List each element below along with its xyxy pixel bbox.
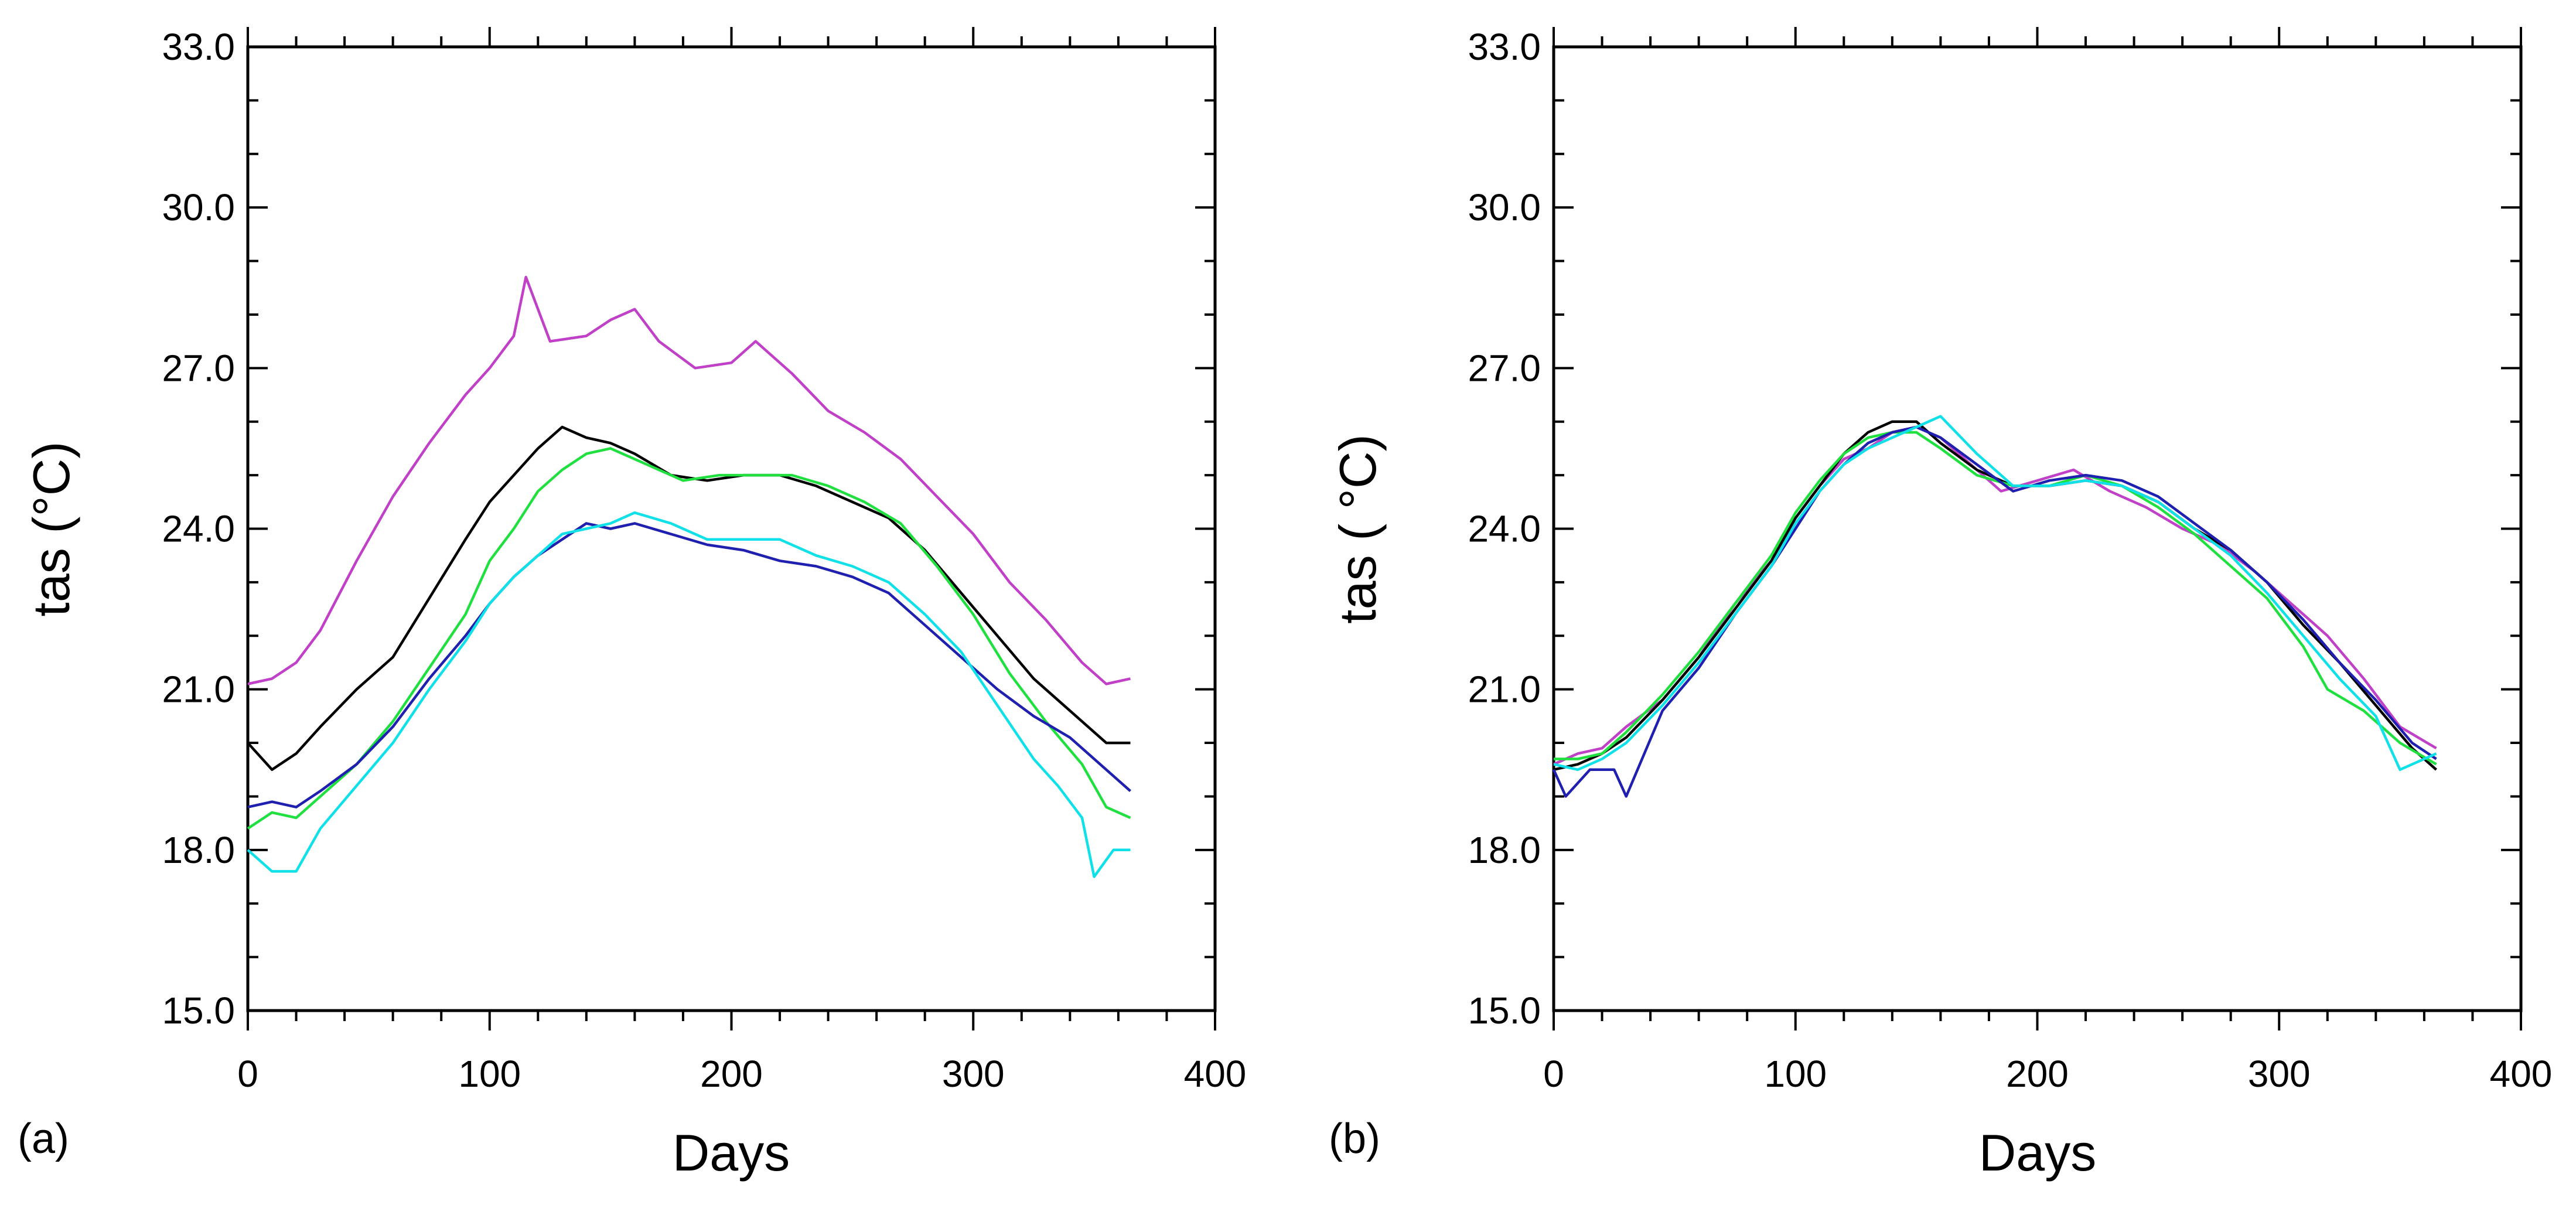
series-line-black [1553, 420, 2437, 771]
plot-frame [246, 45, 1217, 1012]
x-axis-label: Days [673, 1124, 790, 1182]
x-axis-label: Days [1979, 1124, 2097, 1182]
y-tick-label: 21.0 [162, 668, 235, 711]
chart-panel-b: 15.0 18.0 21.0 24.0 27.0 30.0 33.0 0 100 200 300 4… [1329, 26, 2552, 1182]
series-line-cyan [247, 511, 1131, 878]
series-line-navy [1552, 425, 2437, 798]
x-tick-label: 0 [1543, 1053, 1564, 1095]
x-tick-label: 300 [942, 1053, 1005, 1095]
x-tick-label: 400 [2490, 1053, 2553, 1095]
y-tick-label: 27.0 [162, 347, 235, 389]
panel-label: (b) [1329, 1115, 1380, 1162]
data-series [247, 275, 1131, 878]
y-axis-label: tas ( °C) [1329, 434, 1387, 624]
x-tick-label: 200 [700, 1053, 763, 1095]
tick-marks [247, 27, 1216, 1030]
y-tick-label: 15.0 [1468, 989, 1541, 1032]
y-tick-labels: 15.0 18.0 21.0 24.0 27.0 30.0 33.0 [1468, 26, 1541, 1032]
series-line-green [247, 447, 1131, 830]
x-tick-labels: 0 100 200 300 400 [1543, 1053, 2552, 1095]
y-tick-label: 24.0 [1468, 508, 1541, 550]
y-tick-label: 18.0 [1468, 829, 1541, 871]
y-tick-label: 30.0 [162, 186, 235, 228]
panel-label: (a) [18, 1115, 69, 1162]
y-tick-label: 33.0 [162, 26, 235, 68]
y-tick-labels: 15.0 18.0 21.0 24.0 27.0 30.0 33.0 [162, 26, 235, 1032]
y-tick-label: 18.0 [162, 829, 235, 871]
series-line-magenta [247, 275, 1131, 685]
x-tick-label: 100 [1764, 1053, 1827, 1095]
plot-frame [1552, 45, 2523, 1012]
x-tick-labels: 0 100 200 300 400 [237, 1053, 1246, 1095]
x-tick-label: 100 [458, 1053, 521, 1095]
series-line-green [1554, 431, 2437, 766]
y-tick-label: 27.0 [1468, 347, 1541, 389]
x-tick-label: 400 [1184, 1053, 1247, 1095]
x-tick-label: 0 [237, 1053, 258, 1095]
y-tick-label: 15.0 [162, 989, 235, 1032]
x-tick-label: 200 [2006, 1053, 2069, 1095]
y-tick-label: 21.0 [1468, 668, 1541, 711]
y-tick-label: 24.0 [162, 508, 235, 550]
chart-panel-a: 15.0 18.0 21.0 24.0 27.0 30.0 33.0 0 100 200 300 4… [18, 26, 1246, 1182]
y-tick-label: 30.0 [1468, 186, 1541, 228]
data-series [1552, 415, 2437, 798]
series-line-black [247, 425, 1131, 772]
y-axis-label: tas (°C) [22, 441, 80, 616]
tick-marks [1553, 27, 2522, 1030]
x-tick-label: 300 [2248, 1053, 2311, 1095]
y-tick-label: 33.0 [1468, 26, 1541, 68]
series-line-cyan [1553, 415, 2437, 772]
